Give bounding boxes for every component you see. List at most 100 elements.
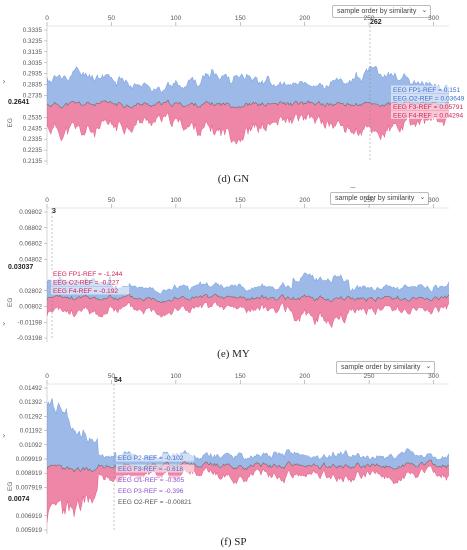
- legend-entry: EEG O2-REF = -0.00821: [118, 499, 192, 506]
- legend-entry-bg: [116, 475, 195, 484]
- legend-entry-bg: [391, 85, 467, 94]
- legend-entry: EEG F4-REF = 0.04294: [393, 113, 464, 120]
- x-tick-label: 50: [108, 373, 116, 380]
- chart-panel-sp: sample order by similarity ⌄ › 54 0.0074…: [0, 360, 467, 550]
- legend-entry-bg: [116, 453, 195, 462]
- sort-order-label: sample order by similarity: [337, 8, 417, 15]
- caption-my: (e) MY: [217, 348, 250, 360]
- x-tick-label: 300: [428, 15, 439, 22]
- sort-order-select[interactable]: sample order by similarity ⌄: [336, 361, 436, 374]
- chevron-down-icon: ⌄: [419, 194, 426, 201]
- y-tick-label: 0.2935: [23, 71, 43, 78]
- x-tick-label: 200: [299, 15, 310, 22]
- y-tick-label: -0.03198: [17, 335, 42, 342]
- legend-entry-bg: [116, 464, 195, 473]
- x-tick-label: 50: [108, 197, 116, 204]
- lower-band-area: [47, 294, 449, 328]
- y-tick-label: 0.01292: [19, 413, 42, 420]
- expand-toggle-icon[interactable]: ›: [2, 431, 6, 440]
- chevron-down-icon: ⌄: [421, 7, 428, 14]
- legend-entry: EEG FP1-REF = -1.244: [53, 271, 123, 278]
- chart-panel-my: sample order by similarity ⌄ › 3 0.03037…: [0, 190, 467, 370]
- y-tick-label: 0.08802: [19, 225, 42, 232]
- chevron-down-icon: ⌄: [425, 363, 432, 370]
- upper-band-edge: [46, 65, 450, 94]
- y-tick-label: 0.006919: [16, 513, 43, 520]
- legend-entry-bg: [116, 486, 195, 495]
- eeg-chart-sp[interactable]: 0 50 100 150 200 250 300 0.01492 0.01392 0.01292 0…: [0, 360, 467, 550]
- y-tick-label: 0.2235: [23, 147, 43, 154]
- y-tick-label: 0.3035: [23, 60, 43, 67]
- legend-entry: EEG O1-REF = -0.305: [118, 477, 184, 484]
- x-tick-label: 50: [108, 15, 116, 22]
- mean-line: [46, 293, 450, 304]
- y-tick-label: 0.00802: [19, 304, 42, 311]
- sort-order-select[interactable]: sample order by similarity ⌄: [330, 192, 430, 205]
- mean-line: [46, 99, 450, 109]
- y-tick-label: 0.2535: [23, 114, 43, 121]
- cursor-y-label: 0.0074: [8, 496, 30, 503]
- x-tick-label: 250: [364, 197, 375, 204]
- y-tick-label: 0.09802: [19, 209, 42, 216]
- chart-panel-gn: sample order by similarity ⌄ › 262 0.264…: [0, 0, 467, 190]
- cursor-x-label: 3: [52, 208, 56, 215]
- lower-band-area: [47, 459, 449, 523]
- eeg-chart-gn[interactable]: 0 50 100 150 200 250 300 0.3335 0.3235 0.3135 0.30…: [0, 0, 467, 190]
- collapse-handle-icon[interactable]: ⌣: [350, 183, 356, 193]
- x-tick-label: 250: [364, 15, 375, 22]
- y-tick-label: 0.2435: [23, 125, 43, 132]
- legend-entry-bg: [391, 94, 467, 102]
- x-tick-label: 300: [428, 197, 439, 204]
- y-tick-label: 0.2135: [23, 158, 43, 165]
- y-tick-label: -0.01198: [18, 319, 43, 326]
- x-tick-label: 100: [170, 373, 181, 380]
- x-tick-label: 0: [45, 197, 49, 204]
- expand-toggle-icon[interactable]: ›: [2, 319, 6, 328]
- legend-entry-bg: [116, 497, 202, 506]
- legend-entry-bg: [51, 269, 133, 278]
- legend-entry-bg: [391, 102, 467, 111]
- x-tick-label: 150: [235, 197, 246, 204]
- caption-sp: (f) SP: [220, 536, 247, 548]
- x-tick-label: 100: [170, 197, 181, 204]
- sort-order-select[interactable]: sample order by similarity ⌄: [332, 5, 432, 18]
- y-tick-label: 0.3335: [23, 27, 43, 34]
- expand-toggle-icon[interactable]: ›: [2, 77, 6, 86]
- x-tick-label: 200: [299, 373, 310, 380]
- y-axis-label: EG: [7, 118, 14, 127]
- y-axis-label: EG: [7, 482, 14, 491]
- legend-entry: EEG F3-REF = -0.618: [118, 466, 183, 473]
- upper-band-area: [47, 272, 449, 303]
- x-tick-label: 150: [235, 373, 246, 380]
- upper-band-area: [47, 66, 449, 109]
- cursor-y-label: 0.2641: [8, 99, 30, 106]
- legend-entry-bg: [51, 278, 130, 286]
- x-tick-label: 200: [299, 197, 310, 204]
- legend-entry: EEG FP1-REF = 0.151: [393, 87, 461, 94]
- x-tick-label: 100: [170, 15, 181, 22]
- y-tick-label: 0.01392: [19, 399, 42, 406]
- y-tick-label: 0.2335: [23, 136, 43, 143]
- eeg-chart-my[interactable]: 0 50 100 150 200 250 300 0.09802 0.08802 0.06802 0…: [0, 190, 467, 370]
- cursor-x-label: 262: [370, 19, 382, 26]
- y-tick-label: 0.01492: [19, 385, 42, 392]
- legend-entry: EEG F3-REF = 0.05791: [393, 104, 464, 111]
- y-tick-label: 0.3235: [23, 38, 43, 45]
- y-tick-label: 0.2835: [23, 82, 43, 89]
- x-tick-label: 0: [45, 373, 49, 380]
- upper-band-edge: [46, 397, 450, 461]
- legend-entry: EEG O2-REF = 0.03649: [393, 96, 465, 103]
- x-tick-label: 0: [45, 15, 49, 22]
- y-tick-label: 0.009919: [16, 456, 43, 463]
- lower-band-edge: [46, 301, 450, 329]
- legend-entry: EEG P2-REF = -0.102: [118, 455, 184, 462]
- sort-order-label: sample order by similarity: [341, 364, 421, 371]
- y-tick-label: 0.005919: [16, 527, 43, 534]
- cursor-y-label: 0.03037: [8, 264, 34, 271]
- cursor-x-label: 54: [114, 377, 122, 384]
- upper-band-area: [47, 398, 449, 472]
- legend-entry: EEG P3-REF = -0.396: [118, 488, 184, 495]
- x-tick-label: 300: [428, 373, 439, 380]
- legend-entry: EEG F4-REF = -0.192: [53, 288, 118, 295]
- y-tick-label: 0.02802: [19, 288, 42, 295]
